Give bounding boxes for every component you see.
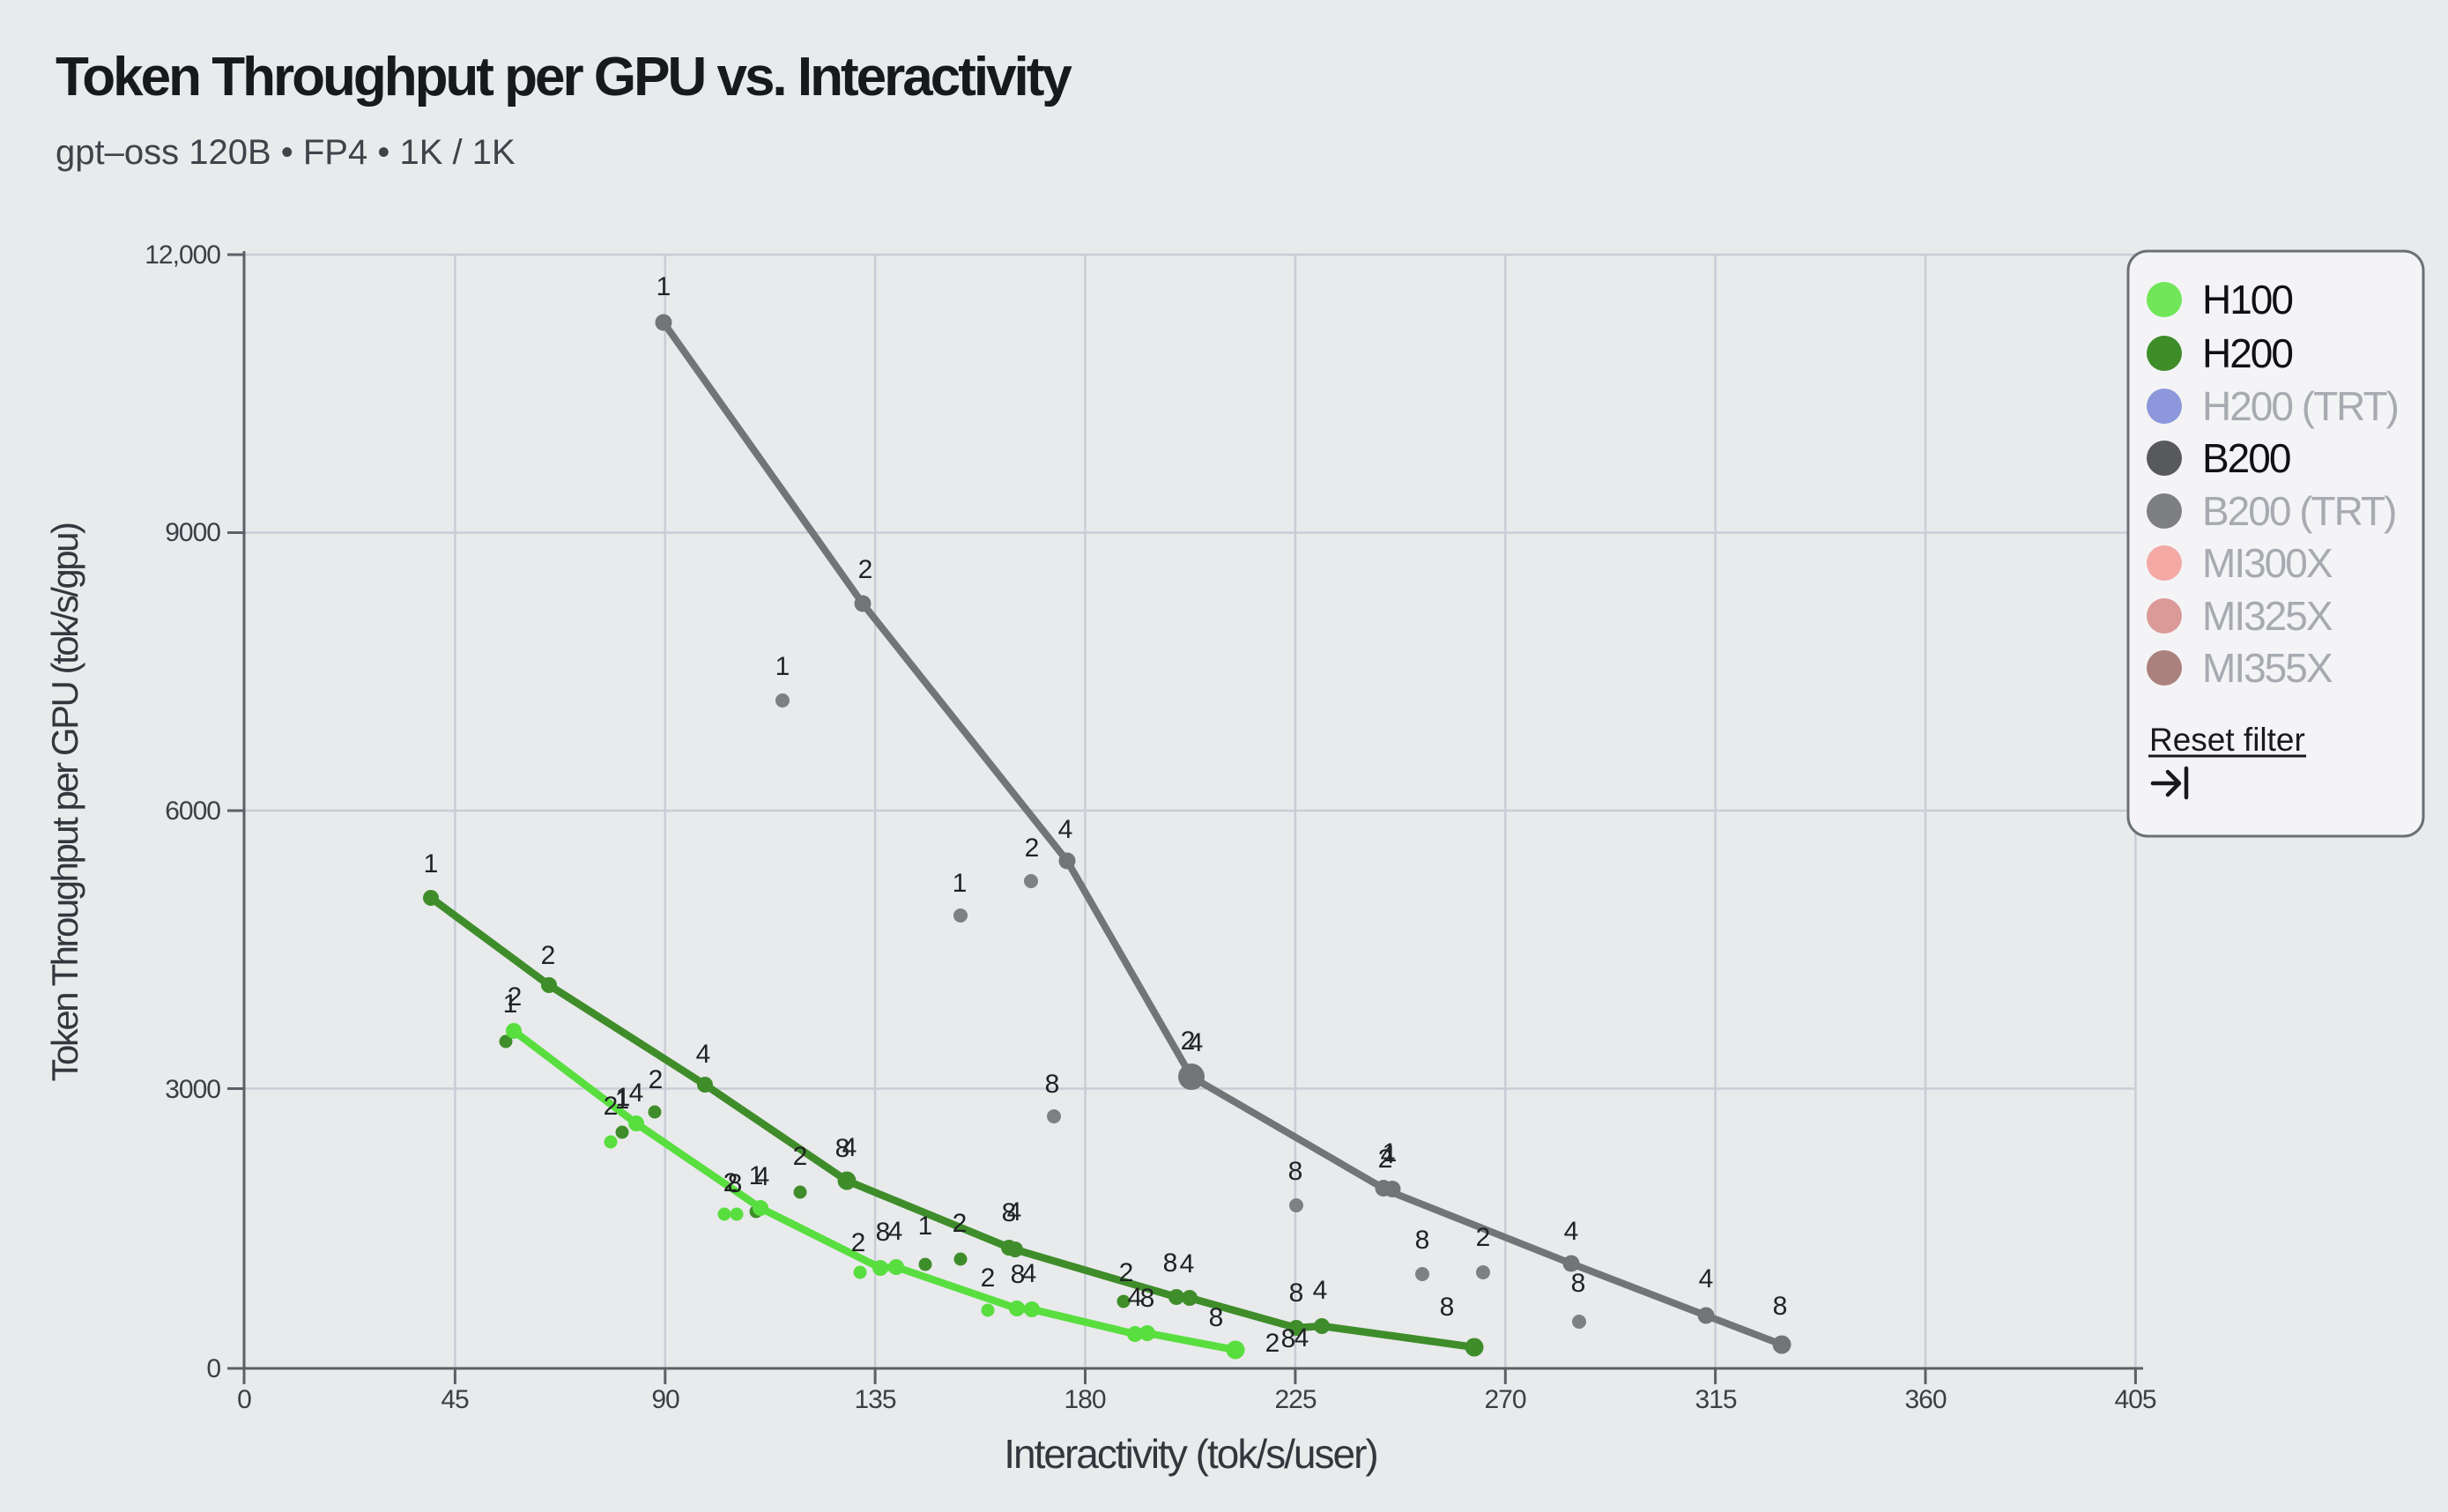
svg-text:225: 225 <box>1274 1385 1316 1414</box>
svg-text:8: 8 <box>1288 1157 1303 1186</box>
svg-text:315: 315 <box>1695 1385 1736 1414</box>
svg-text:4: 4 <box>1313 1276 1328 1305</box>
svg-text:4: 4 <box>1294 1323 1309 1353</box>
svg-text:1: 1 <box>424 849 439 878</box>
svg-text:4: 4 <box>1699 1264 1714 1293</box>
svg-text:135: 135 <box>854 1385 895 1414</box>
svg-text:4: 4 <box>888 1217 903 1246</box>
svg-text:1: 1 <box>503 989 518 1019</box>
svg-text:405: 405 <box>2114 1385 2155 1414</box>
svg-text:270: 270 <box>1484 1385 1525 1414</box>
svg-text:4: 4 <box>1180 1249 1195 1279</box>
svg-text:12,000: 12,000 <box>145 241 220 270</box>
svg-text:Reset filter: Reset filter <box>2149 722 2305 758</box>
svg-text:1: 1 <box>615 1086 630 1115</box>
svg-text:180: 180 <box>1064 1385 1105 1414</box>
svg-text:1: 1 <box>616 1083 631 1112</box>
svg-text:2: 2 <box>793 1142 808 1171</box>
svg-text:2: 2 <box>508 982 523 1012</box>
svg-text:4: 4 <box>1564 1217 1579 1246</box>
svg-text:8: 8 <box>1002 1198 1017 1227</box>
svg-text:H200: H200 <box>2202 330 2292 376</box>
svg-text:MI355X: MI355X <box>2202 645 2333 691</box>
svg-text:Token Throughput per GPU (tok/: Token Throughput per GPU (tok/s/gpu) <box>44 523 85 1081</box>
svg-text:1: 1 <box>657 272 671 301</box>
svg-text:6000: 6000 <box>165 797 220 826</box>
svg-text:B200 (TRT): B200 (TRT) <box>2202 488 2395 534</box>
svg-text:4: 4 <box>696 1040 711 1069</box>
svg-text:2: 2 <box>604 1092 619 1121</box>
svg-text:8: 8 <box>1011 1260 1026 1289</box>
svg-text:2: 2 <box>1025 834 1040 863</box>
svg-text:2: 2 <box>851 1228 866 1257</box>
svg-text:3000: 3000 <box>165 1075 220 1104</box>
svg-text:4: 4 <box>1022 1259 1037 1288</box>
svg-text:2: 2 <box>1181 1027 1196 1056</box>
svg-text:2: 2 <box>1378 1145 1393 1174</box>
svg-text:8: 8 <box>1440 1293 1455 1322</box>
svg-text:H100: H100 <box>2202 277 2292 322</box>
svg-text:gpt–oss 120B • FP4 • 1K / 1K: gpt–oss 120B • FP4 • 1K / 1K <box>56 133 516 172</box>
svg-text:9000: 9000 <box>165 518 220 547</box>
svg-text:4: 4 <box>842 1133 857 1162</box>
svg-text:8: 8 <box>835 1134 850 1163</box>
svg-text:2: 2 <box>981 1264 996 1293</box>
svg-text:MI325X: MI325X <box>2202 593 2333 639</box>
svg-text:MI300X: MI300X <box>2202 540 2333 586</box>
svg-text:8: 8 <box>876 1218 891 1247</box>
svg-text:8: 8 <box>1045 1070 1060 1099</box>
svg-text:45: 45 <box>441 1385 469 1414</box>
svg-text:2: 2 <box>858 555 873 584</box>
svg-text:8: 8 <box>728 1169 743 1198</box>
svg-text:4: 4 <box>1058 815 1073 844</box>
svg-text:8: 8 <box>1209 1303 1224 1332</box>
svg-text:1: 1 <box>953 869 968 898</box>
svg-text:4: 4 <box>1128 1283 1143 1312</box>
svg-text:8: 8 <box>1773 1292 1788 1321</box>
svg-text:8: 8 <box>1571 1269 1586 1298</box>
svg-text:2: 2 <box>541 941 556 970</box>
svg-text:2: 2 <box>723 1168 738 1197</box>
svg-text:360: 360 <box>1904 1385 1946 1414</box>
svg-text:8: 8 <box>1415 1226 1430 1255</box>
svg-text:4: 4 <box>1381 1140 1396 1169</box>
svg-text:1: 1 <box>918 1212 933 1241</box>
svg-text:8: 8 <box>1281 1324 1296 1353</box>
svg-text:4: 4 <box>755 1162 770 1191</box>
svg-text:B200: B200 <box>2202 435 2290 481</box>
svg-text:H200 (TRT): H200 (TRT) <box>2202 383 2398 429</box>
svg-text:0: 0 <box>237 1385 251 1414</box>
svg-text:4: 4 <box>1007 1197 1022 1227</box>
svg-text:1: 1 <box>1383 1138 1398 1167</box>
svg-text:2: 2 <box>649 1065 664 1094</box>
svg-text:8: 8 <box>1163 1249 1178 1278</box>
svg-text:4: 4 <box>1189 1028 1204 1057</box>
svg-text:Token Throughput per GPU vs. I: Token Throughput per GPU vs. Interactivi… <box>56 47 1072 107</box>
svg-text:1: 1 <box>749 1161 764 1190</box>
svg-text:2: 2 <box>953 1209 968 1238</box>
svg-text:2: 2 <box>1265 1329 1280 1358</box>
svg-text:2: 2 <box>1476 1223 1491 1252</box>
svg-text:4: 4 <box>629 1078 644 1108</box>
svg-text:2: 2 <box>1119 1258 1134 1287</box>
svg-text:8: 8 <box>1140 1284 1155 1313</box>
svg-text:Interactivity (tok/s/user): Interactivity (tok/s/user) <box>1004 1431 1376 1477</box>
svg-text:90: 90 <box>651 1385 679 1414</box>
svg-text:1: 1 <box>775 652 790 681</box>
svg-text:0: 0 <box>206 1354 220 1383</box>
svg-text:8: 8 <box>1289 1279 1304 1308</box>
